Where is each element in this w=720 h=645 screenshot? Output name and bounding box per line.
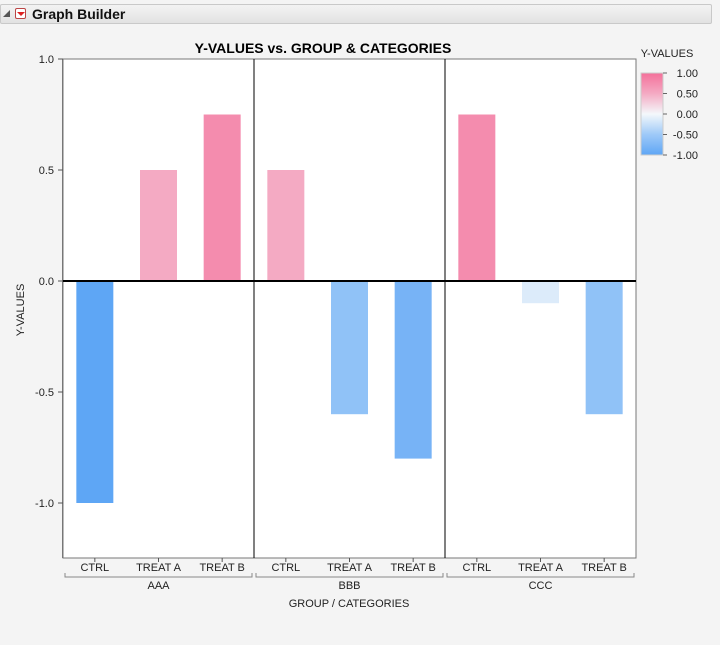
x-tick-label: TREAT A [136,562,181,574]
bar-ccc-ctrl [458,114,496,281]
x-tick-label: TREAT A [518,562,563,574]
x-tick-label: CTRL [462,562,491,574]
legend-gradient-bar [640,72,664,156]
legend-label: -1.00 [673,150,698,162]
collapse-triangle-icon[interactable] [3,10,10,17]
y-tick-label: -1.0 [35,498,54,510]
bar-aaa-treat-b [203,114,241,281]
y-tick-label: 1.0 [39,54,54,66]
bar-bbb-treat-a [331,281,368,415]
bar-aaa-treat-a [140,170,177,281]
legend-label: 0.00 [677,109,698,121]
legend-label: 1.00 [677,68,698,80]
y-tick-label: -0.5 [35,387,54,399]
bar-ccc-treat-a [522,281,559,304]
group-label: CCC [529,580,553,592]
y-tick-label: 0.0 [39,276,54,288]
graph-builder-titlebar: Graph Builder [0,4,712,24]
group-bracket [64,573,253,578]
chart-title: Y-VALUES vs. GROUP & CATEGORIES [195,40,452,56]
group-bracket [255,573,444,578]
x-tick-label: TREAT B [581,562,626,574]
legend-label: 0.50 [677,89,698,101]
x-tick-label: TREAT A [327,562,372,574]
group-label: AAA [147,580,170,592]
bar-aaa-ctrl [76,281,114,503]
bar-bbb-treat-b [394,281,432,459]
x-tick-label: CTRL [271,562,300,574]
bar-bbb-ctrl [267,170,305,281]
legend-title: Y-VALUES [641,48,694,60]
x-tick-label: CTRL [80,562,109,574]
x-tick-label: TREAT B [390,562,435,574]
y-axis-label: Y-VALUES [15,284,27,337]
legend-label: -0.50 [673,130,698,142]
y-tick-label: 0.5 [39,165,54,177]
group-bracket [446,573,635,578]
window-title: Graph Builder [32,6,126,22]
red-triangle-menu-icon[interactable] [15,8,26,19]
bar-ccc-treat-b [585,281,623,415]
x-tick-label: TREAT B [199,562,244,574]
x-axis-label: GROUP / CATEGORIES [289,598,410,610]
group-label: BBB [338,580,360,592]
